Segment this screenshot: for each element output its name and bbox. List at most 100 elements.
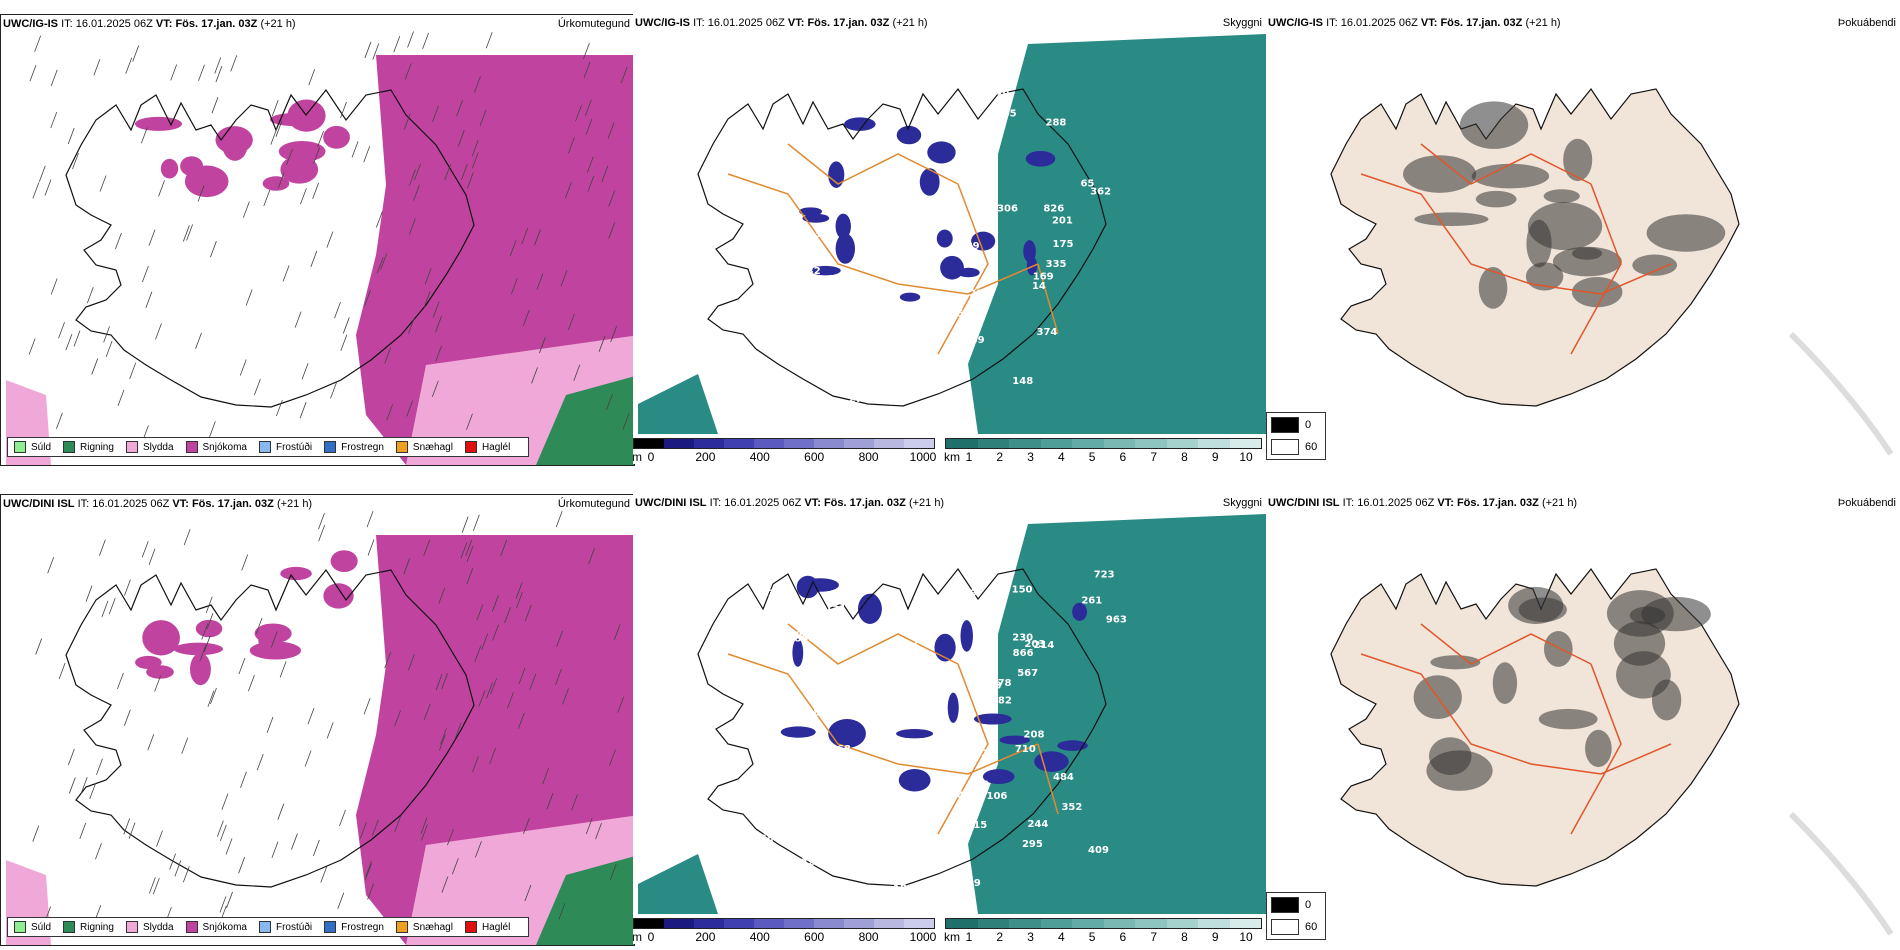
- visibility-value: 963: [1106, 614, 1127, 625]
- wind-barb: [68, 777, 76, 794]
- visibility-value: 168: [753, 833, 774, 844]
- wind-barb: [394, 710, 401, 727]
- visibility-value: 710: [1015, 744, 1036, 755]
- fog-patch: [1585, 729, 1612, 768]
- wind-barb: [105, 340, 113, 358]
- wind-barb: [149, 877, 156, 894]
- colorbar-segment: [904, 439, 934, 448]
- wind-barb: [73, 330, 81, 347]
- fog-legend-row: 0: [1271, 895, 1321, 915]
- visibility-value: 399: [960, 878, 981, 889]
- wind-barb: [28, 338, 36, 355]
- wind-barb: [583, 42, 590, 60]
- visibility-value: 233: [761, 588, 782, 599]
- wind-barb: [492, 595, 499, 612]
- colorbar-tick: 0: [647, 930, 655, 944]
- wind-barb: [588, 548, 595, 565]
- low-ceiling-patch: [896, 125, 922, 145]
- wind-barb: [516, 592, 523, 609]
- wind-barb: [454, 722, 462, 740]
- road: [727, 143, 1059, 355]
- wind-barb: [601, 165, 609, 182]
- wind-barb: [169, 853, 177, 870]
- visibility-value: 88: [797, 892, 811, 903]
- colorbar-segment: [724, 919, 754, 928]
- snow-patch: [184, 165, 229, 198]
- wind-barb: [125, 57, 133, 74]
- wind-barb: [435, 316, 442, 333]
- wind-barb: [140, 127, 148, 144]
- visibility-value: 92: [981, 219, 995, 230]
- legend-item: Haglél: [464, 921, 510, 933]
- low-ceiling-patch: [835, 233, 855, 264]
- legend-label: Slydda: [142, 441, 174, 453]
- legend-swatch: [125, 441, 138, 453]
- colorbar-unit: m: [633, 450, 642, 464]
- visibility-value: 153: [839, 860, 860, 871]
- colorbar-tick: 1: [965, 930, 973, 944]
- fog-legend-swatch: [1271, 439, 1299, 455]
- legend-label: Frostregn: [341, 921, 384, 933]
- wind-barb: [607, 122, 615, 139]
- colorbar-segment: [1166, 439, 1198, 448]
- fog-patch: [1478, 266, 1508, 309]
- fog-legend-row: 60: [1271, 917, 1321, 937]
- wind-barb: [117, 672, 124, 690]
- wind-barb: [203, 635, 211, 652]
- panel-title: Skyggni: [1222, 497, 1262, 509]
- visibility-value: 332: [800, 266, 821, 277]
- wind-barb: [431, 380, 439, 398]
- wind-barb: [364, 41, 372, 59]
- visibility-value: 192: [869, 326, 890, 337]
- coastline: [697, 87, 1107, 407]
- visibility-value: 307: [759, 793, 780, 804]
- legend-item: Frostúði: [258, 441, 312, 453]
- legend-swatch: [125, 921, 138, 933]
- panel-title: Skyggni: [1222, 17, 1262, 29]
- wind-barb: [50, 111, 58, 129]
- colorbar-segment: [814, 439, 844, 448]
- wind-barb: [294, 311, 302, 328]
- visibility-value: 866: [1013, 648, 1034, 659]
- visibility-value: 181: [893, 884, 914, 895]
- colorbar-segment: [1135, 439, 1167, 448]
- legend-swatch: [464, 441, 477, 453]
- wind-barb: [32, 182, 40, 199]
- colorbar-tick: 800: [858, 930, 879, 944]
- visibility-value: 484: [1053, 772, 1074, 783]
- legend-swatch: [324, 441, 337, 453]
- colorbar-tick: 1000: [909, 930, 937, 944]
- wind-barb: [432, 105, 439, 123]
- wind-barb: [585, 818, 593, 835]
- visibility-value: 213: [969, 288, 990, 299]
- sea-fog-streak: [1788, 331, 1894, 456]
- legend-item: Frostregn: [324, 441, 384, 453]
- snow-patch: [146, 665, 174, 679]
- low-ceiling-patch: [896, 729, 934, 739]
- visibility-value: 289: [805, 778, 826, 789]
- wind-barb: [312, 839, 320, 857]
- fog-legend: 0 60: [1266, 412, 1326, 460]
- wind-barb: [170, 64, 178, 81]
- wind-barb: [282, 265, 290, 282]
- visibility-value: 113: [765, 399, 786, 410]
- visibility-colorbar: km 1 2 3 4 5 6 7 8 9 10: [944, 436, 1262, 464]
- snow-patch: [258, 624, 275, 653]
- wind-barb: [461, 516, 469, 533]
- coastline: [65, 88, 475, 408]
- fog-patch: [1543, 189, 1580, 204]
- visibility-value: 89: [966, 241, 980, 252]
- visibility-value: 578: [991, 678, 1012, 689]
- wind-barb: [199, 644, 207, 662]
- wind-barb: [586, 156, 594, 173]
- legend-item: Súld: [14, 441, 51, 453]
- visibility-value: 14: [1032, 281, 1046, 292]
- colorbar-tick: 3: [1027, 930, 1034, 944]
- wind-barb: [394, 815, 402, 832]
- visibility-value: 134: [955, 607, 976, 618]
- wind-barb: [320, 866, 328, 883]
- low-visibility-area: [638, 374, 718, 434]
- visibility-value: 22: [947, 760, 961, 771]
- wind-barb: [239, 359, 247, 376]
- wind-barb: [271, 841, 279, 858]
